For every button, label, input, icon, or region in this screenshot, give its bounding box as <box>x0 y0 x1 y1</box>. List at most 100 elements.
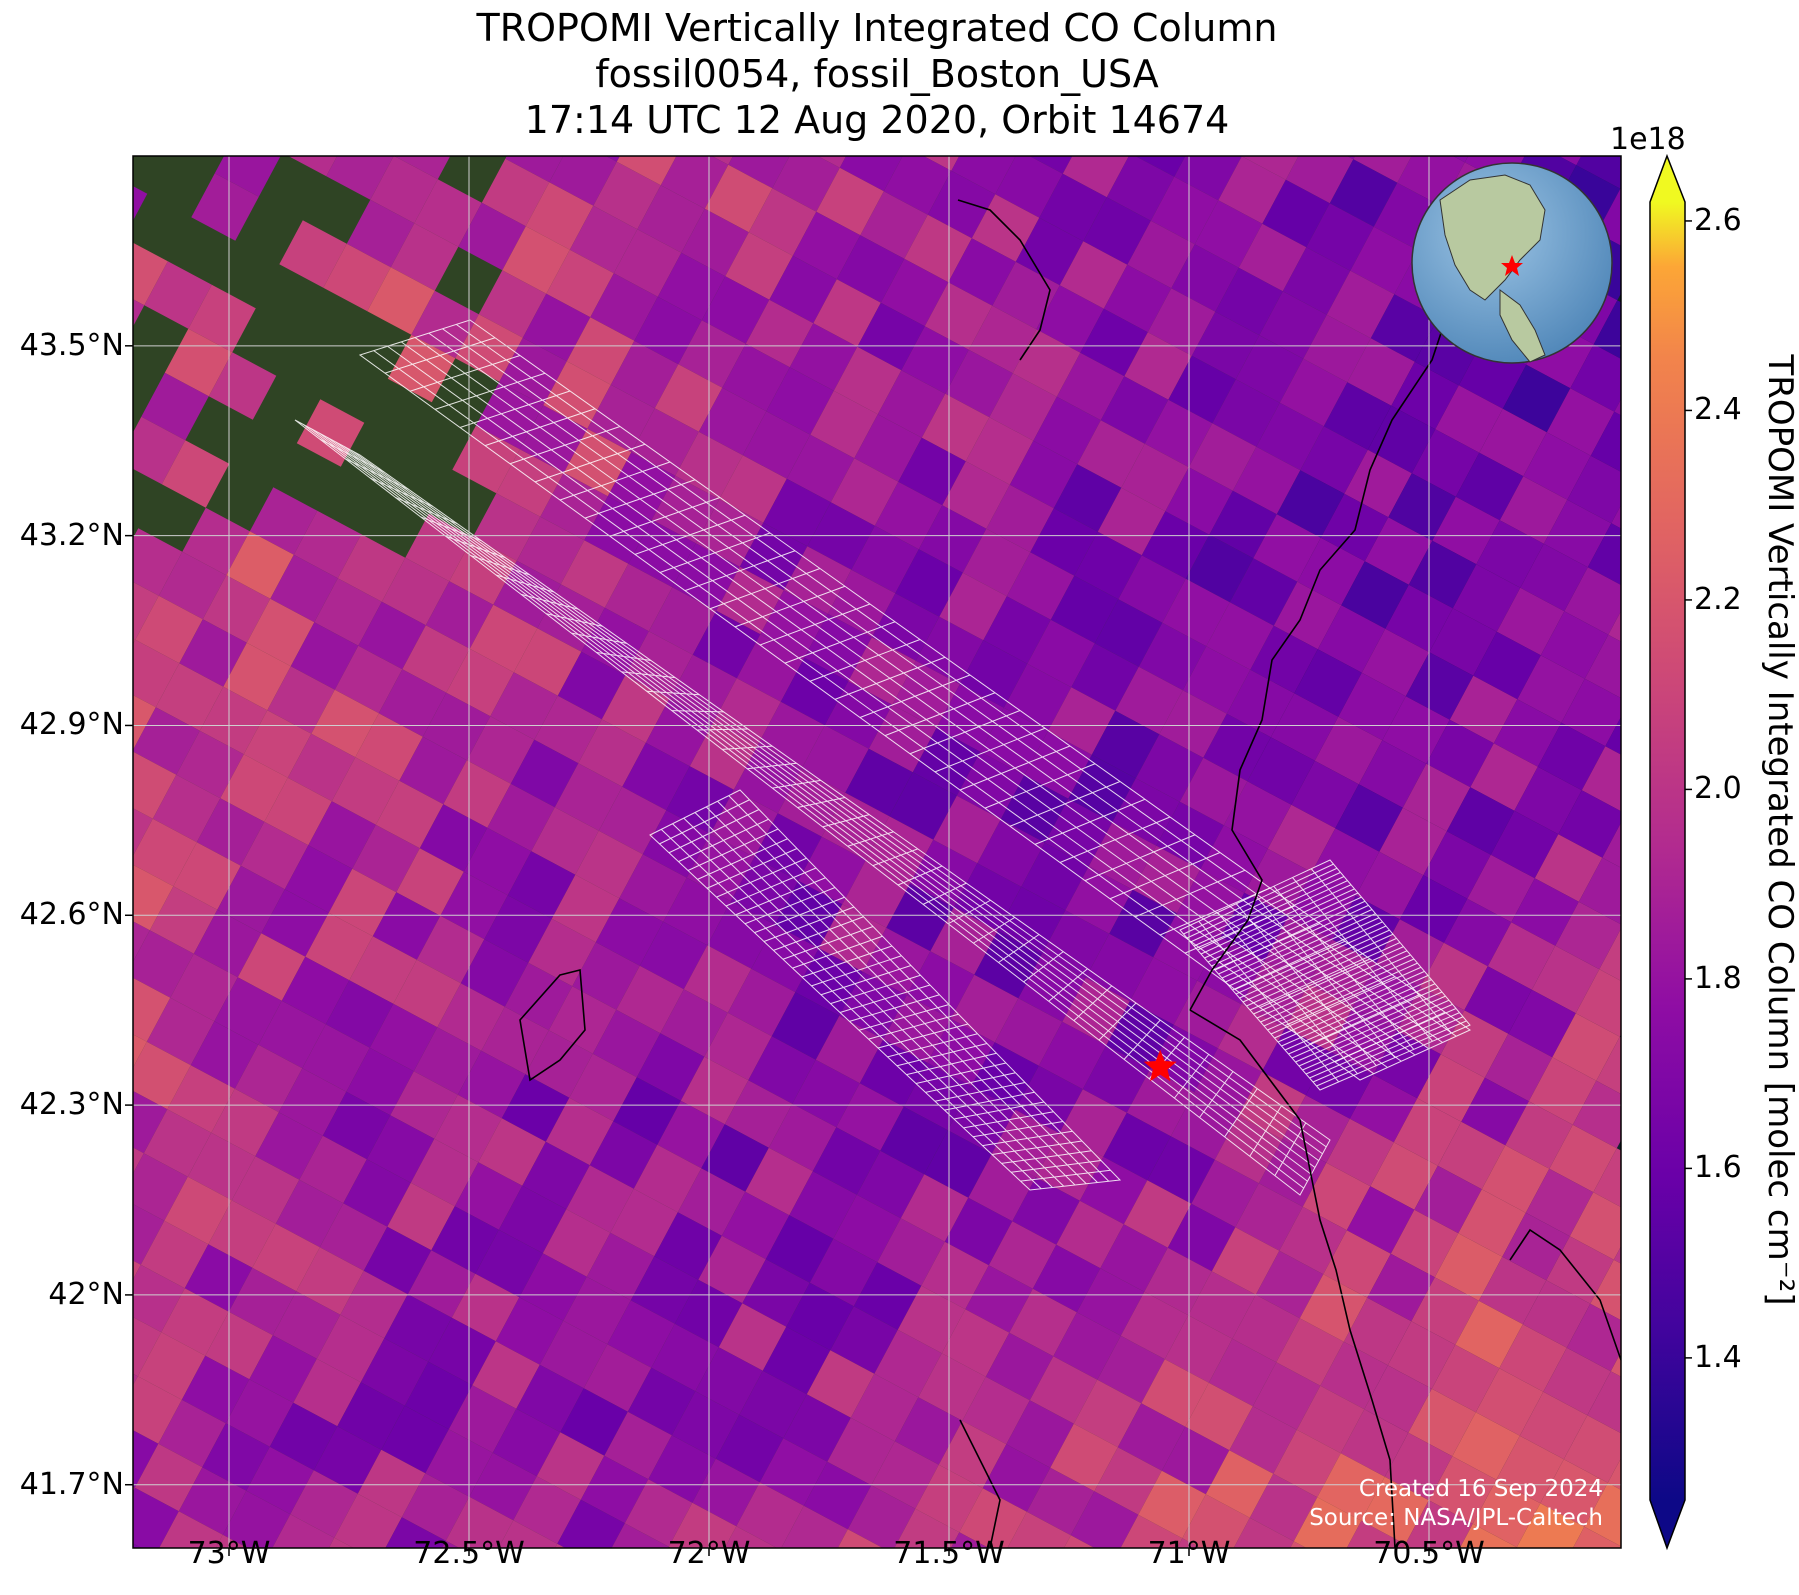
co-cell <box>1593 1148 1621 1208</box>
lon-tick-label: 70.5°W <box>1373 1536 1485 1571</box>
co-cell <box>871 593 940 661</box>
axis-ticks <box>125 345 1430 1556</box>
co-cell <box>1112 778 1180 846</box>
co-cell <box>613 1077 681 1145</box>
co-cell <box>1528 1057 1597 1125</box>
co-cell <box>167 1065 235 1133</box>
co-cell <box>560 540 629 608</box>
co-cell <box>394 156 451 180</box>
co-cell <box>721 1191 790 1260</box>
co-cell <box>842 860 910 928</box>
co-cell <box>803 1461 872 1530</box>
co-cell <box>836 1083 904 1151</box>
co-cell <box>613 229 682 297</box>
co-cell <box>1279 1206 1347 1275</box>
co-cell <box>1607 1458 1621 1490</box>
co-cell <box>1144 399 1213 468</box>
co-cell <box>901 326 969 394</box>
co-cell <box>1162 578 1230 647</box>
co-cell <box>1552 1013 1620 1081</box>
co-cell <box>742 411 811 479</box>
co-cell <box>1317 1453 1385 1521</box>
co-cell <box>748 1036 816 1104</box>
co-cell <box>1426 719 1494 788</box>
co-cell <box>539 1320 608 1389</box>
co-cell <box>1581 746 1621 812</box>
co-cell <box>801 725 869 793</box>
co-cell <box>542 1209 611 1277</box>
co-cell <box>469 1452 537 1521</box>
co-cell <box>1340 1409 1409 1477</box>
co-cell <box>1264 916 1333 984</box>
co-cell <box>1209 490 1277 559</box>
co-cell <box>1041 910 1110 978</box>
co-cell <box>551 874 620 943</box>
co-cell <box>1241 156 1242 157</box>
co-cell <box>1335 784 1403 852</box>
co-cell <box>718 1303 787 1371</box>
co-cell <box>1517 655 1585 723</box>
colorbar <box>1649 153 1692 1551</box>
co-cell <box>1238 223 1307 292</box>
co-cell <box>1012 1177 1080 1245</box>
co-cell <box>590 273 658 341</box>
co-cell <box>938 1420 1007 1489</box>
co-cell <box>1593 300 1621 359</box>
co-cell <box>798 836 866 905</box>
lat-tick-label: 42.6°N <box>19 897 124 933</box>
co-cell <box>789 323 858 391</box>
co-cell <box>883 995 951 1063</box>
co-cell <box>604 1411 672 1480</box>
co-cell <box>584 496 652 564</box>
co-cell <box>610 1188 678 1257</box>
co-cell <box>1452 1412 1520 1480</box>
co-cell <box>660 156 729 209</box>
co-cell <box>322 1091 391 1160</box>
co-cell <box>446 648 514 717</box>
co-cell <box>827 1417 895 1486</box>
co-cell <box>1484 1033 1553 1102</box>
co-cell <box>358 601 426 670</box>
co-cell <box>1599 928 1621 981</box>
co-cell <box>994 998 1063 1066</box>
co-cell <box>1170 1092 1239 1160</box>
co-cell <box>133 1153 188 1221</box>
co-cell <box>133 751 177 819</box>
co-cell <box>305 912 373 981</box>
co-cell <box>851 525 919 594</box>
co-cell <box>877 1218 945 1286</box>
co-cell <box>1255 1250 1324 1319</box>
co-cell <box>678 320 746 388</box>
co-cell <box>1399 875 1468 943</box>
co-cell <box>475 1229 543 1298</box>
co-cell <box>1370 294 1439 362</box>
co-cell <box>857 302 925 371</box>
co-cell <box>158 551 227 620</box>
co-cell <box>293 1358 361 1427</box>
co-cell <box>892 660 960 729</box>
co-cell <box>1546 388 1615 456</box>
co-cell <box>1329 159 1398 227</box>
co-cell <box>181 1355 250 1424</box>
co-cell <box>710 789 778 858</box>
map-title-line-3: 17:14 UTC 12 Aug 2020, Orbit 14674 <box>524 98 1230 142</box>
co-cell <box>1514 766 1582 835</box>
co-cell <box>1470 743 1538 811</box>
co-cell <box>1587 1371 1621 1434</box>
co-cell <box>1150 176 1219 245</box>
co-cell <box>1229 558 1298 626</box>
co-cell <box>498 1520 558 1548</box>
co-cell <box>1250 625 1318 694</box>
co-cell <box>1385 584 1453 653</box>
co-cell <box>326 156 394 200</box>
co-cell <box>478 1118 546 1186</box>
co-cell <box>637 185 705 253</box>
co-cell <box>133 977 171 1042</box>
co-cell <box>1341 561 1409 629</box>
co-cell <box>1472 1479 1541 1548</box>
co-cell <box>1024 731 1092 799</box>
co-cell <box>953 863 1022 931</box>
co-cell <box>1373 1030 1441 1099</box>
co-cell <box>1071 643 1139 711</box>
co-cell <box>610 340 679 409</box>
